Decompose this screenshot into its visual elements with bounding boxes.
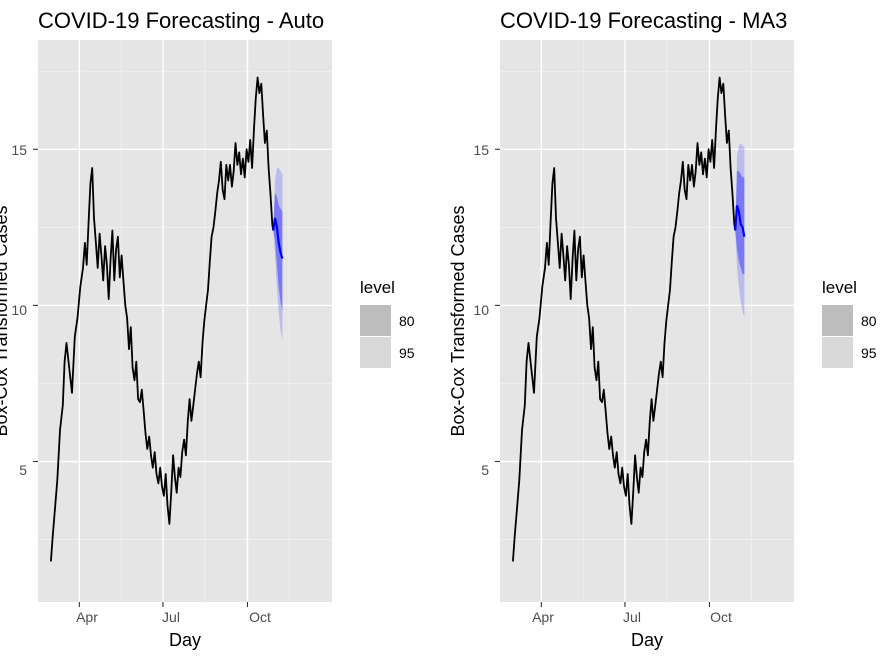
x-axis-title-ma3: Day [631,630,663,650]
y-axis-title-ma3: Box-Cox Transformed Cases [448,205,468,436]
x-tick-label-ma3-jul: Jul [623,609,641,625]
axes-ma3 [495,148,711,607]
y-axis-title-auto: Box-Cox Transformed Cases [0,205,11,436]
y-tick-label-auto-15: 15 [11,142,27,158]
legend-ma3: level 80 95 [822,278,877,368]
forecast-line-ma3 [734,205,746,237]
prediction-band-95-auto [273,168,283,340]
legend-label-80-auto: 80 [399,313,415,329]
history-line-ma3 [512,76,737,562]
legend-title-auto: level [360,278,395,297]
y-tick-label-auto-5: 5 [19,462,27,478]
legend-label-95-auto: 95 [399,345,415,361]
chart-ma3: COVID-19 Forecasting - MA3 15 10 5 Apr J… [448,8,794,650]
y-tick-label-ma3-10: 10 [473,302,489,318]
x-tick-label-ma3-oct: Oct [710,609,732,625]
legend-key-95-auto [360,337,391,368]
legend-key-80-ma3 [822,305,853,336]
legend-label-95-ma3: 95 [861,345,877,361]
plot-panel-auto [38,40,332,602]
chart-title-ma3: COVID-19 Forecasting - MA3 [500,8,787,33]
legend-title-ma3: level [822,278,857,297]
y-tick-label-ma3-5: 5 [481,462,489,478]
x-tick-label-auto-oct: Oct [249,609,271,625]
history-line-auto [50,76,275,562]
axes-auto [33,148,249,607]
grid-ma3 [500,40,794,602]
forecast-line-auto [272,217,284,259]
x-tick-label-ma3-apr: Apr [532,609,554,625]
legend-auto: level 80 95 [360,278,415,368]
y-tick-label-ma3-15: 15 [473,142,489,158]
legend-key-80-auto [360,305,391,336]
x-tick-label-auto-apr: Apr [76,609,98,625]
x-tick-label-auto-jul: Jul [162,609,180,625]
prediction-band-95-ma3 [735,143,745,318]
chart-auto: COVID-19 Forecasting - Auto 15 10 5 Apr … [0,8,332,650]
plot-panel-ma3 [500,40,794,602]
legend-key-95-ma3 [822,337,853,368]
y-tick-label-auto-10: 10 [11,302,27,318]
legend-label-80-ma3: 80 [861,313,877,329]
chart-title-auto: COVID-19 Forecasting - Auto [38,8,324,33]
x-axis-title-auto: Day [169,630,201,650]
